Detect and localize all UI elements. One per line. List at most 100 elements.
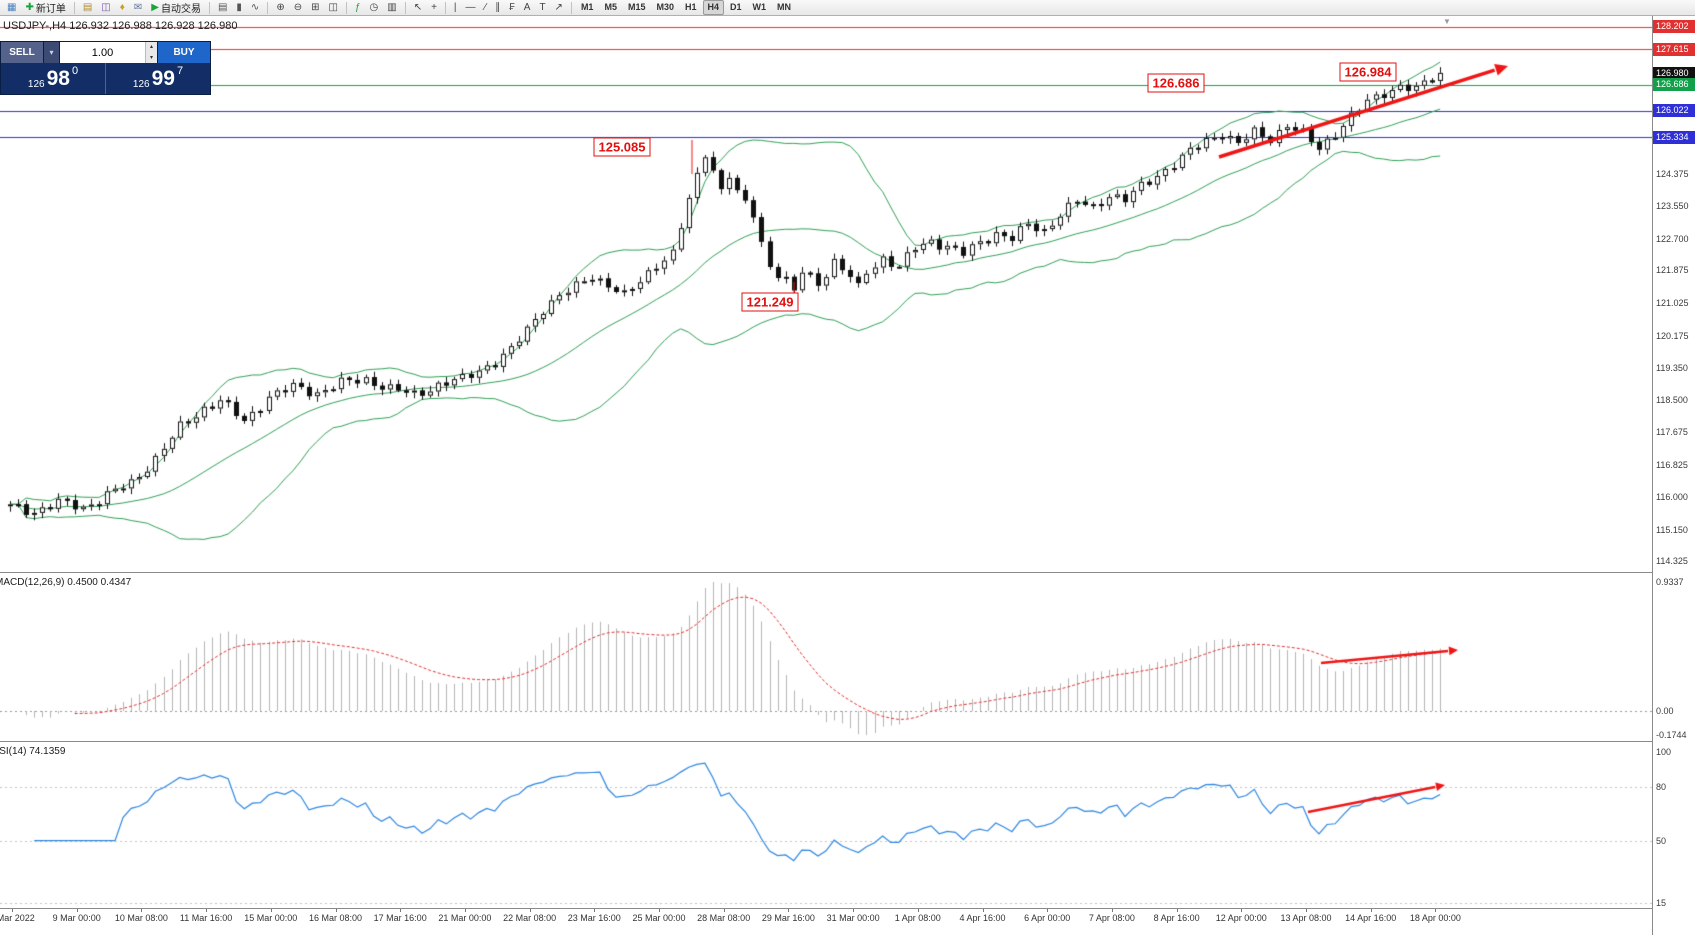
time-axis-label: 1 Apr 08:00 (894, 913, 941, 923)
time-axis[interactable]: 9 Mar 2022 9 Mar 00:00 10 Mar 08:00 11 Mar … (0, 909, 1652, 935)
tile-windows-button[interactable]: ⊞ (307, 0, 323, 16)
mailbox-button[interactable]: ✉ (130, 0, 146, 16)
time-axis-label: 13 Apr 08:00 (1280, 913, 1332, 923)
time-tick (917, 909, 919, 912)
channel-button[interactable]: ∥ (491, 0, 504, 16)
sell-button[interactable]: SELL (1, 42, 44, 63)
auto-trading-icon: ▶ (151, 1, 159, 13)
time-tick (723, 909, 725, 912)
charts-button[interactable]: ▤ (79, 0, 96, 16)
new-order-button[interactable]: ✚ 新订单 (21, 0, 69, 16)
toolbar: ▦ ✚ 新订单 ▤ ◫ ♦ ✉ ▶ 自动交易 ▤ ▮ ∿ ⊕ ⊖ ⊞ ◫ ƒ ◷ ▥ ↖ + | ― ∕ ∥ ₣ A T ↗ M1 M5 M1… (0, 0, 1695, 16)
line-chart-type-button[interactable]: ∿ (247, 0, 263, 16)
label-button[interactable]: T (535, 0, 549, 16)
templates-button[interactable]: ▥ (383, 0, 400, 16)
time-tick (853, 909, 855, 912)
time-axis-label: 23 Mar 16:00 (567, 913, 621, 923)
time-axis-label: 29 Mar 16:00 (761, 913, 815, 923)
line-chart-type-icon: ∿ (250, 1, 260, 13)
rsi-canvas[interactable] (0, 742, 1652, 908)
time-axis-label: 10 Mar 08:00 (114, 913, 168, 923)
toolbar-separator (345, 1, 347, 14)
timeframe-m5-button[interactable]: M5 (604, 2, 617, 12)
indicators-button[interactable]: ƒ (351, 0, 365, 16)
time-tick (1241, 909, 1243, 912)
periods-icon: ◷ (369, 1, 379, 13)
order-options-dropdown[interactable]: ▾ (44, 42, 60, 63)
zoom-in-button[interactable]: ⊕ (272, 0, 288, 16)
price-annotation[interactable]: 121.249 (741, 292, 799, 312)
horizontal-line-icon: ― (465, 1, 476, 13)
panel-separator[interactable] (0, 908, 1695, 909)
panel-separator[interactable] (0, 741, 1695, 742)
buy-button[interactable]: BUY (158, 42, 210, 63)
price-tick-label: 118.500 (1656, 395, 1688, 406)
trendline-button[interactable]: ∕ (481, 0, 491, 16)
timeframe-h4-button[interactable]: H4 (702, 0, 725, 15)
new-order-icon: ✚ (25, 1, 34, 13)
volume-input[interactable] (60, 42, 145, 63)
time-axis-label: 25 Mar 00:00 (632, 913, 686, 923)
chart-shift-marker[interactable]: ▼ (1443, 17, 1451, 26)
channel-icon: ∥ (495, 1, 501, 13)
timeframe-h1-button[interactable]: H1 (685, 2, 697, 12)
time-axis-label: 12 Apr 00:00 (1215, 913, 1267, 923)
timeframe-mn-button[interactable]: MN (777, 2, 792, 12)
time-axis-label: 11 Mar 16:00 (179, 913, 233, 923)
vertical-line-button[interactable]: | (450, 0, 461, 16)
panel-separator[interactable] (0, 572, 1695, 573)
toolbar-separator (404, 1, 406, 14)
time-axis-label: 9 Mar 00:00 (52, 913, 101, 923)
arrows-tool-button[interactable]: ↗ (551, 0, 567, 16)
time-tick (400, 909, 402, 912)
price-tick-label: 124.375 (1656, 169, 1689, 180)
macd-label: MACD(12,26,9) 0.4500 0.4347 (0, 577, 132, 588)
horizontal-line-button[interactable]: ― (462, 0, 480, 16)
text-button[interactable]: A (520, 0, 535, 16)
price-annotation[interactable]: 125.085 (593, 137, 651, 157)
periods-button[interactable]: ◷ (366, 0, 383, 16)
time-tick (206, 909, 208, 912)
price-axis[interactable]: 124.375 123.550 122.700 121.875 121.025 120.1… (1652, 16, 1695, 935)
timeframe-w1-button[interactable]: W1 (752, 2, 767, 12)
price-level-tag: 126.022 (1653, 104, 1695, 118)
indicators-icon: ƒ (354, 1, 361, 13)
charts-icon: ▤ (82, 1, 93, 13)
text-icon: A (523, 1, 531, 13)
time-tick (982, 909, 984, 912)
timeframe-m15-button[interactable]: M15 (627, 2, 646, 12)
timeframe-d1-button[interactable]: D1 (730, 2, 742, 12)
profiles-icon: ◫ (101, 1, 111, 13)
macd-canvas[interactable] (0, 573, 1652, 741)
timeframe-m30-button[interactable]: M30 (656, 2, 674, 12)
time-tick (594, 909, 596, 912)
toolbar-separator (73, 1, 75, 14)
macd-axis-label: 0.9337 (1656, 576, 1684, 587)
price-tick-label: 120.175 (1656, 330, 1689, 341)
volume-step-down[interactable]: ▾ (145, 52, 157, 63)
main-chart-canvas[interactable] (0, 16, 1652, 572)
fibonacci-icon: ₣ (509, 1, 515, 13)
cascade-windows-button[interactable]: ◫ (324, 0, 341, 16)
fibonacci-button[interactable]: ₣ (505, 0, 519, 16)
bars-chart-type-button[interactable]: ▤ (214, 0, 231, 16)
time-axis-label: 22 Mar 08:00 (503, 913, 557, 923)
price-annotation[interactable]: 126.984 (1339, 62, 1397, 82)
price-annotation[interactable]: 126.686 (1147, 73, 1205, 93)
time-axis-label: 9 Mar 2022 (0, 913, 35, 923)
auto-trading-button[interactable]: ▶ 自动交易 (147, 0, 205, 16)
alerts-icon: ♦ (119, 1, 125, 13)
alerts-button[interactable]: ♦ (116, 0, 129, 16)
new-chart-button[interactable]: ▦ (3, 0, 20, 16)
arrows-tool-icon: ↗ (554, 1, 563, 13)
zoom-out-button[interactable]: ⊖ (290, 0, 306, 16)
candles-chart-type-button[interactable]: ▮ (232, 0, 246, 16)
crosshair-button[interactable]: + (427, 0, 441, 16)
profiles-button[interactable]: ◫ (97, 0, 114, 16)
volume-step-up[interactable]: ▴ (145, 42, 157, 53)
timeframe-m1-button[interactable]: M1 (580, 2, 594, 12)
cursor-button[interactable]: ↖ (410, 0, 426, 16)
price-tick-label: 116.000 (1656, 491, 1688, 502)
candles-chart-type-icon: ▮ (236, 1, 242, 13)
